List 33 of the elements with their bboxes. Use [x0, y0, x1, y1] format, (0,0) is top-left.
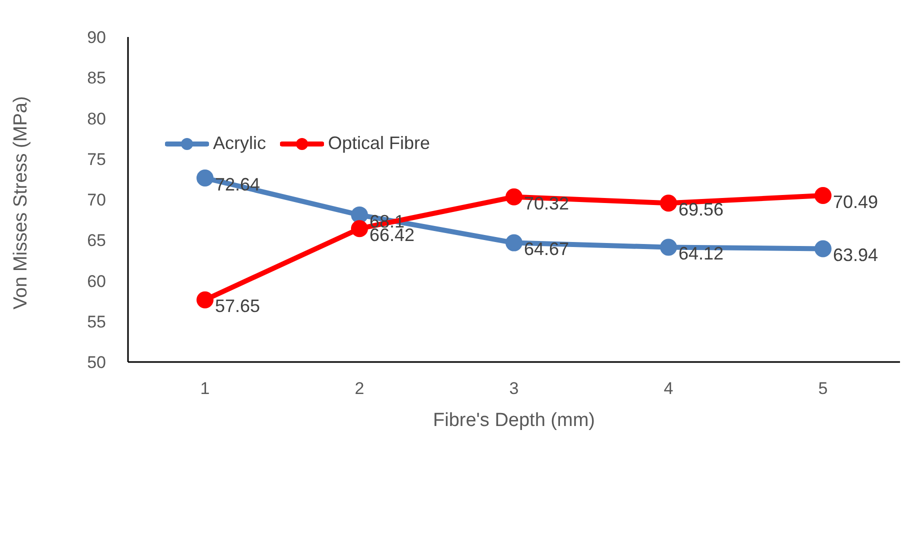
- legend-label: Optical Fibre: [328, 133, 430, 154]
- point: [196, 291, 214, 308]
- y-tick-label: 55: [87, 312, 106, 332]
- y-tick-label: 75: [87, 150, 106, 169]
- y-tick-label: 50: [87, 353, 106, 372]
- data-label: 57.65: [215, 296, 260, 316]
- x-tick-label: 3: [509, 379, 519, 398]
- y-axis-title: Von Misses Stress (MPa): [10, 96, 32, 310]
- x-tick-label: 2: [354, 379, 364, 398]
- y-tick-label: 60: [87, 272, 106, 291]
- point: [814, 240, 832, 258]
- x-tick-label: 5: [818, 379, 828, 398]
- x-axis-title: Fibre's Depth (mm): [433, 410, 595, 431]
- y-tick-label: 80: [87, 109, 106, 128]
- x-tick-label: 1: [200, 379, 210, 398]
- point: [351, 206, 368, 224]
- y-tick-label: 70: [87, 190, 106, 210]
- data-label: 70.49: [833, 192, 878, 212]
- legend-label: Acrylic: [213, 133, 266, 154]
- y-tick-label: 90: [87, 28, 106, 48]
- y-tick-label: 85: [87, 68, 106, 88]
- point: [351, 220, 368, 238]
- y-tick-label: 65: [87, 231, 106, 250]
- point: [660, 194, 677, 212]
- point: [196, 170, 214, 187]
- data-label: 69.56: [678, 199, 724, 220]
- point: [506, 188, 522, 206]
- x-tick-label: 4: [664, 379, 674, 398]
- point: [660, 238, 677, 256]
- data-label: 64.12: [678, 244, 724, 264]
- data-label: 63.94: [833, 245, 878, 266]
- point: [814, 187, 832, 204]
- point: [506, 234, 522, 252]
